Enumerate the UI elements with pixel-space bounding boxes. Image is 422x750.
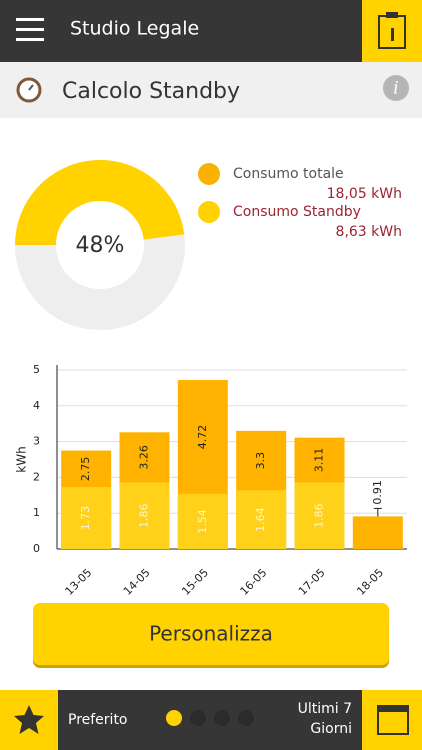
legend-value: 8,63 kWh — [336, 224, 402, 240]
info-glyph: i — [393, 79, 398, 99]
calendar-bg — [362, 690, 422, 750]
customize-button[interactable]: Personalizza — [33, 603, 389, 668]
favorite-button[interactable]: Preferito — [0, 690, 128, 750]
period-label: Ultimi 7 — [298, 701, 352, 717]
favorite-label: Preferito — [68, 712, 128, 728]
star-icon — [14, 705, 44, 734]
page-dot[interactable] — [214, 710, 230, 726]
bar — [294, 482, 345, 549]
bar-chart: 0 1 2 3 4 5 kWh 13-05 14-05 15-05 16-05 17-05 18-05 2… — [15, 363, 407, 598]
x-tick-label: 15-05 — [179, 566, 211, 598]
value-label: 4.72 — [196, 425, 209, 450]
app-title: Studio Legale — [70, 18, 199, 40]
value-label: 1.54 — [196, 509, 209, 534]
y-tick-label: 0 — [33, 542, 40, 555]
value-label: 3.3 — [254, 452, 267, 470]
calendar-top — [378, 706, 408, 712]
footer-bar — [0, 690, 422, 750]
button-label: Personalizza — [149, 622, 273, 646]
clipboard-i — [391, 28, 394, 41]
legend-name: Consumo Standby — [233, 204, 361, 220]
value-label: 1.86 — [313, 503, 326, 528]
x-tick-label: 16-05 — [238, 566, 270, 598]
top-bar — [0, 0, 422, 62]
y-tick-label: 5 — [33, 363, 40, 376]
y-tick-label: 3 — [33, 435, 40, 448]
menu-line — [16, 28, 44, 31]
donut-slice — [15, 159, 185, 245]
page-dot[interactable] — [190, 710, 206, 726]
x-tick-label: 13-05 — [63, 566, 95, 598]
legend-value: 18,05 kWh — [327, 186, 402, 202]
menu-line — [16, 38, 44, 41]
bar — [61, 487, 112, 549]
y-tick-label: 1 — [33, 506, 40, 519]
section-bar — [0, 62, 422, 118]
y-tick-label: 4 — [33, 399, 40, 412]
section-icon-hand — [28, 84, 34, 91]
legend-dot — [198, 163, 220, 185]
bar — [236, 490, 287, 549]
menu-line — [16, 18, 44, 21]
value-label: 1.73 — [79, 506, 92, 531]
y-axis-label: kWh — [15, 446, 29, 472]
period-label: Giorni — [310, 721, 352, 737]
x-tick-label: 14-05 — [121, 566, 153, 598]
page-dot[interactable] — [166, 710, 182, 726]
bar — [177, 493, 228, 549]
value-label: 1.86 — [138, 503, 151, 528]
value-label: 2.75 — [79, 457, 92, 482]
legend: Consumo totale 18,05 kWh Consumo Standby 8,… — [198, 163, 402, 240]
donut-chart — [15, 159, 185, 330]
value-label: 3.26 — [138, 445, 151, 470]
legend-name: Consumo totale — [233, 166, 344, 182]
x-tick-label: 18-05 — [354, 566, 386, 598]
y-tick-label: 2 — [33, 470, 40, 483]
bar — [352, 516, 403, 549]
page-dot[interactable] — [238, 710, 254, 726]
calendar-button[interactable] — [362, 690, 422, 750]
value-label: 3.11 — [313, 448, 326, 473]
value-label: 1.64 — [254, 507, 267, 532]
donut-label: 48% — [76, 233, 125, 258]
info-button[interactable]: i — [383, 75, 409, 101]
menu-button[interactable] — [16, 18, 44, 41]
donut-hole — [56, 201, 144, 289]
x-tick-label: 17-05 — [296, 566, 328, 598]
clipboard-clip — [386, 12, 398, 18]
info-icon — [383, 75, 409, 101]
bar — [119, 482, 170, 549]
clipboard-button[interactable] — [362, 0, 422, 62]
legend-dot — [198, 201, 220, 223]
value-label: 0.91 — [371, 480, 384, 505]
button-bg — [33, 603, 389, 665]
section-title: Calcolo Standby — [62, 79, 240, 104]
